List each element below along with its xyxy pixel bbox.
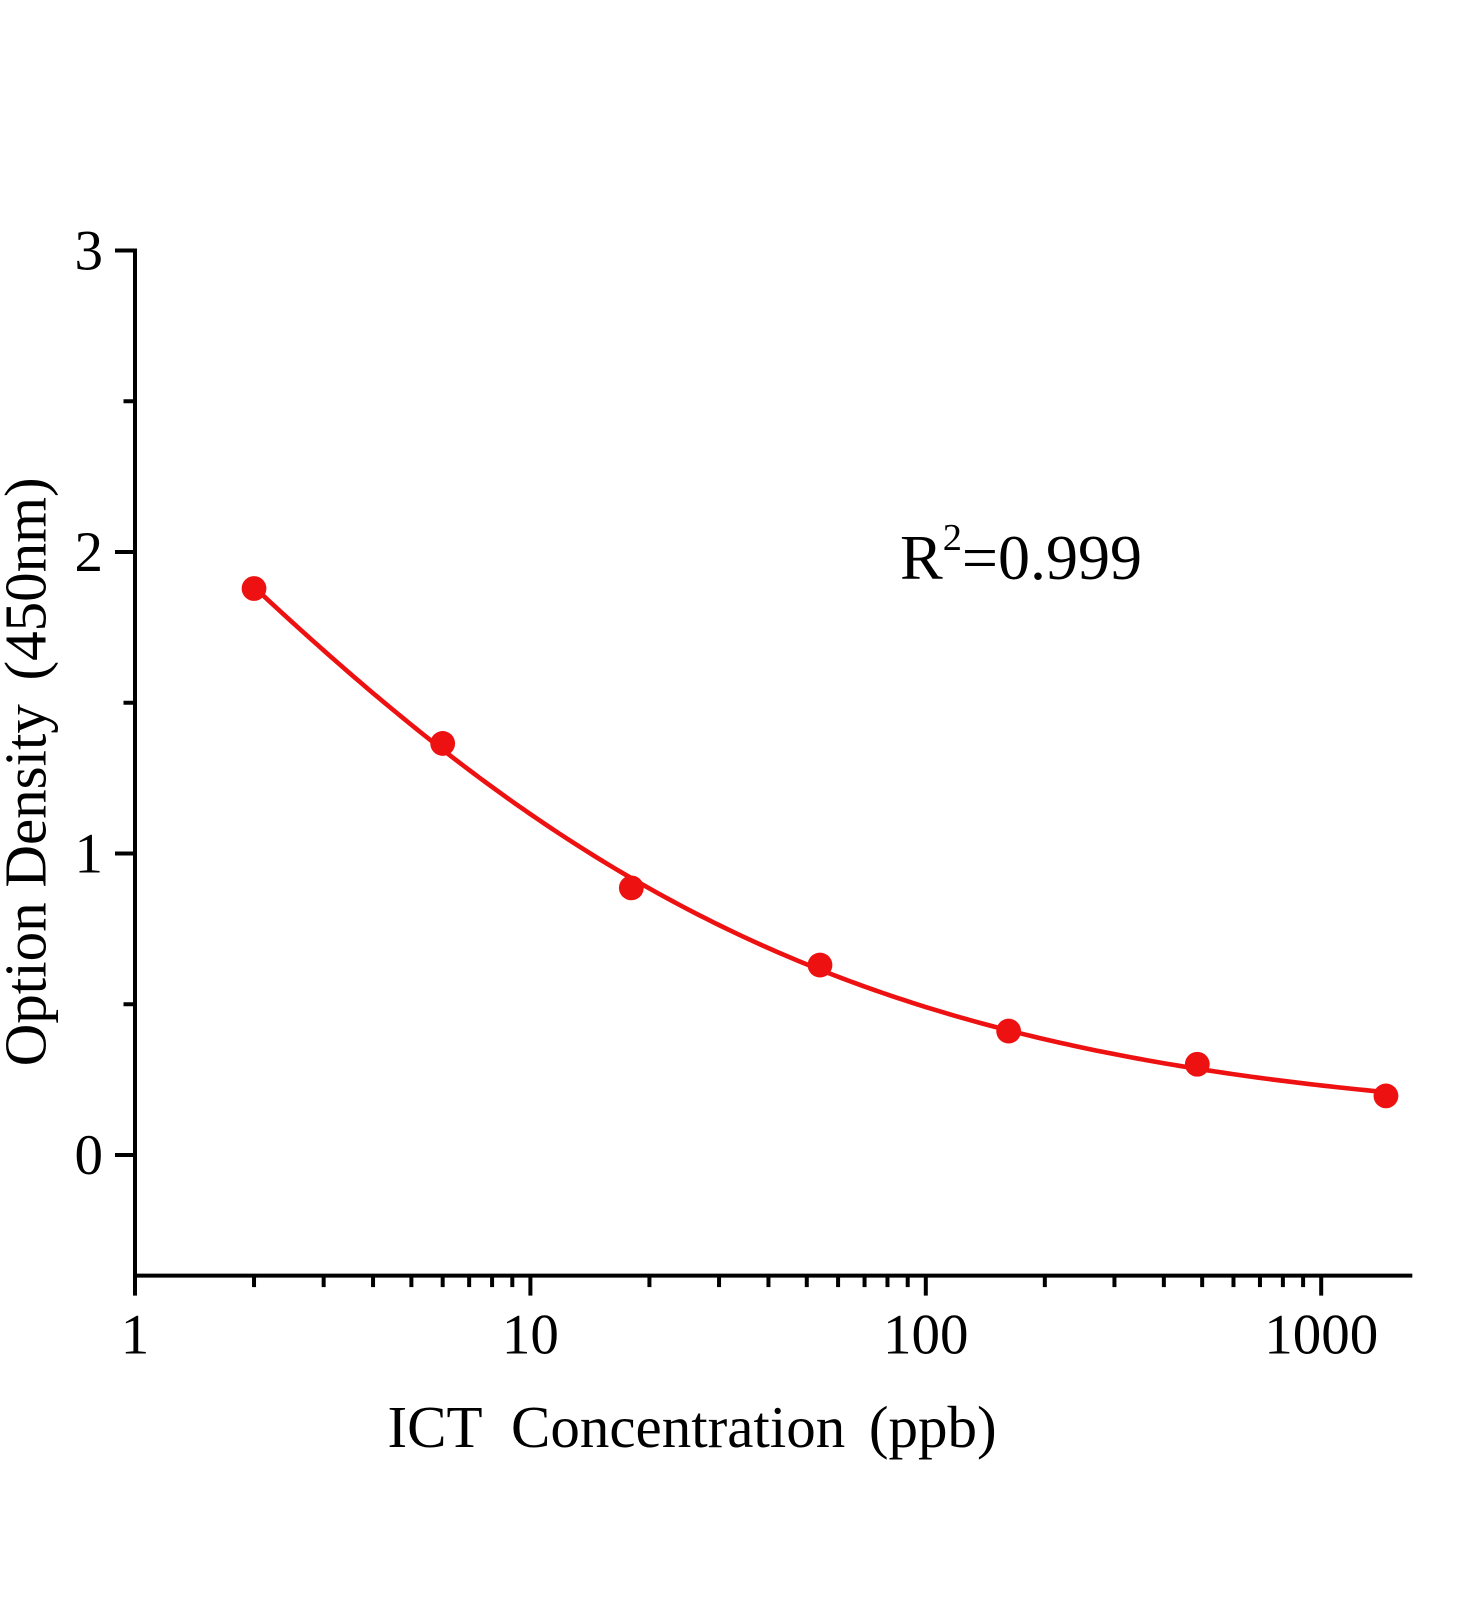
data-point	[1184, 1051, 1210, 1077]
r-squared-exponent: 2	[942, 516, 962, 559]
x-tick-label: 100	[883, 1304, 969, 1367]
fullwidth-close-paren: )	[976, 1393, 997, 1460]
data-point	[1373, 1083, 1399, 1109]
data-point	[807, 952, 833, 978]
x-tick-label: 1	[121, 1304, 150, 1367]
data-point	[996, 1018, 1022, 1044]
data-point	[241, 576, 267, 601]
y-tick-label: 0	[75, 1124, 104, 1187]
data-point	[618, 875, 644, 901]
fullwidth-open-paren: (	[0, 661, 58, 704]
y-tick-label: 1	[75, 822, 104, 885]
r-squared-base: R	[900, 522, 943, 593]
axes	[133, 248, 1413, 1278]
x-tick-label: 1000	[1264, 1304, 1378, 1367]
y-tick-label: 3	[75, 219, 104, 282]
r-squared-annotation: R2=0.999	[900, 519, 1142, 590]
y-axis-title: Option Density(450nm)	[0, 454, 58, 1066]
x-tick-labels: 1 10 100 1000	[121, 1304, 1378, 1367]
y-tick-labels: 0 1 2 3	[75, 219, 104, 1186]
y-tick-label: 2	[75, 521, 104, 584]
data-points	[241, 576, 1399, 1109]
fullwidth-close-paren: )	[0, 454, 58, 497]
x-tick-label: 10	[502, 1304, 559, 1367]
axis-ticks	[115, 248, 1324, 1296]
data-point	[430, 731, 456, 756]
fit-curve	[252, 585, 1387, 1095]
fullwidth-open-paren: (	[868, 1393, 889, 1460]
r-squared-value: =0.999	[961, 522, 1142, 593]
x-axis-title: ICT Concentration (ppb)	[388, 1397, 1021, 1457]
